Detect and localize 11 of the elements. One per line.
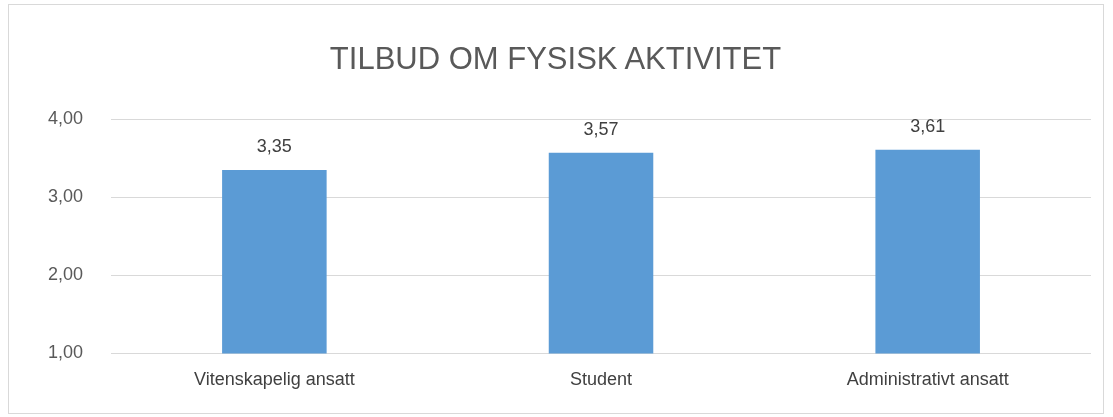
- x-tick-label: Administrativt ansatt: [846, 369, 1009, 390]
- chart-title: TILBUD OM FYSISK AKTIVITET: [329, 41, 782, 77]
- data-label: 3,35: [256, 135, 292, 156]
- data-label: 3,57: [583, 118, 619, 139]
- x-tick-label: Vitenskapelig ansatt: [193, 369, 355, 390]
- y-tick-label: 2,00: [47, 264, 84, 285]
- y-tick-label: 3,00: [47, 186, 84, 207]
- y-tick-label: 4,00: [47, 108, 84, 129]
- data-label: 3,61: [910, 115, 946, 136]
- x-tick-label: Student: [569, 369, 633, 390]
- y-tick-label: 1,00: [47, 342, 84, 363]
